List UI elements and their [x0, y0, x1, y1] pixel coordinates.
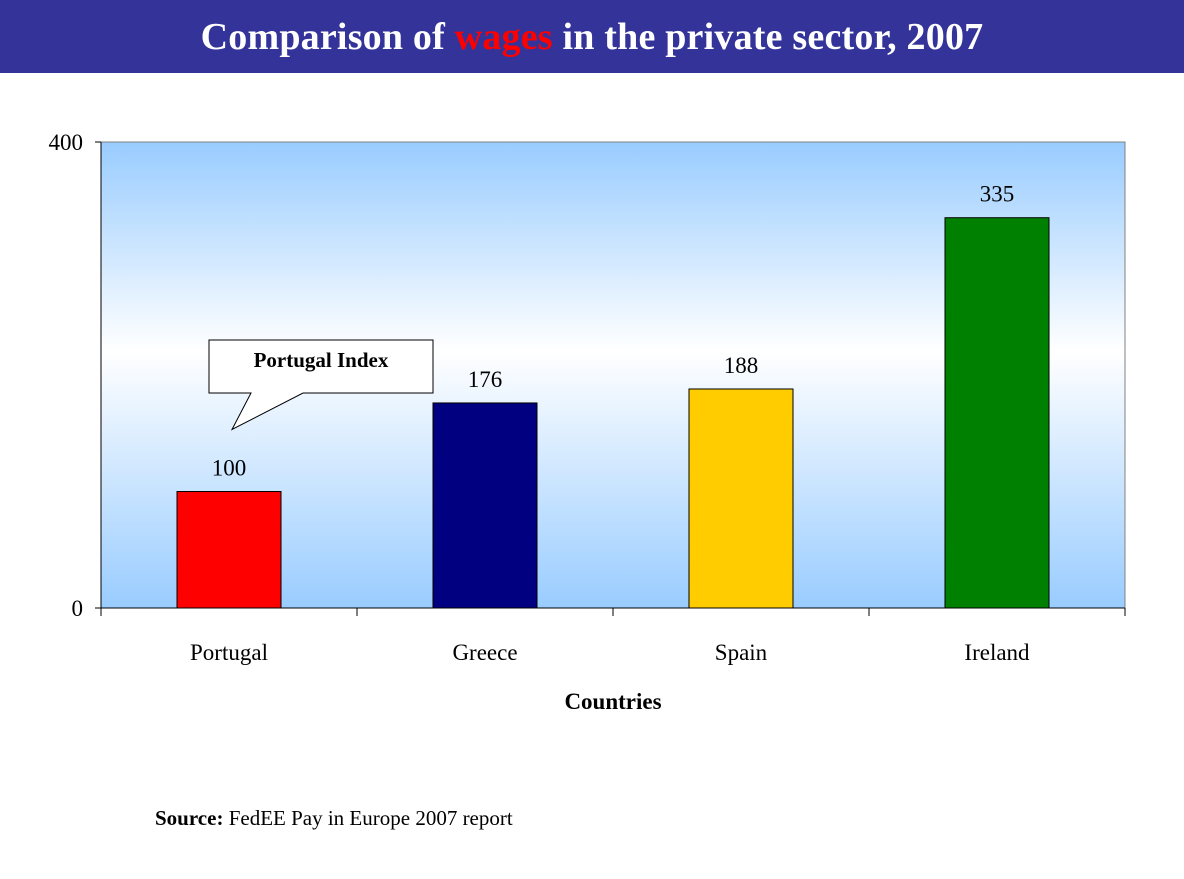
page-title: Comparison of wages in the private secto…: [201, 15, 984, 59]
y-tick-label: 0: [72, 596, 84, 621]
callout-box: [208, 339, 434, 431]
x-axis-title: Countries: [564, 689, 661, 714]
title-highlight: wages: [454, 15, 553, 58]
bar-ireland: [944, 217, 1050, 609]
source-note: Source: FedEE Pay in Europe 2007 report: [155, 806, 513, 831]
source-text: FedEE Pay in Europe 2007 report: [223, 806, 513, 830]
callout: Portugal Index: [208, 339, 434, 431]
bars: [176, 217, 1050, 609]
data-label: 100: [212, 456, 247, 481]
title-part2: in the private sector, 2007: [552, 15, 984, 58]
x-tick-label: Portugal: [190, 640, 268, 665]
bar-greece: [432, 402, 538, 609]
data-label: 176: [468, 367, 503, 392]
callout-text: Portugal Index: [254, 348, 389, 372]
data-label: 335: [980, 182, 1015, 207]
x-tick-label: Ireland: [964, 640, 1030, 665]
data-labels: 100 176 188 335: [212, 182, 1015, 481]
x-tick-label: Greece: [452, 640, 517, 665]
title-bar: Comparison of wages in the private secto…: [0, 0, 1184, 73]
source-label: Source:: [155, 806, 224, 830]
x-tick-label: Spain: [715, 640, 768, 665]
bar-spain: [688, 388, 794, 609]
y-tick-label: 400: [49, 130, 84, 155]
data-label: 188: [724, 353, 759, 378]
title-part1: Comparison of: [200, 15, 455, 58]
bar-portugal: [176, 491, 282, 609]
